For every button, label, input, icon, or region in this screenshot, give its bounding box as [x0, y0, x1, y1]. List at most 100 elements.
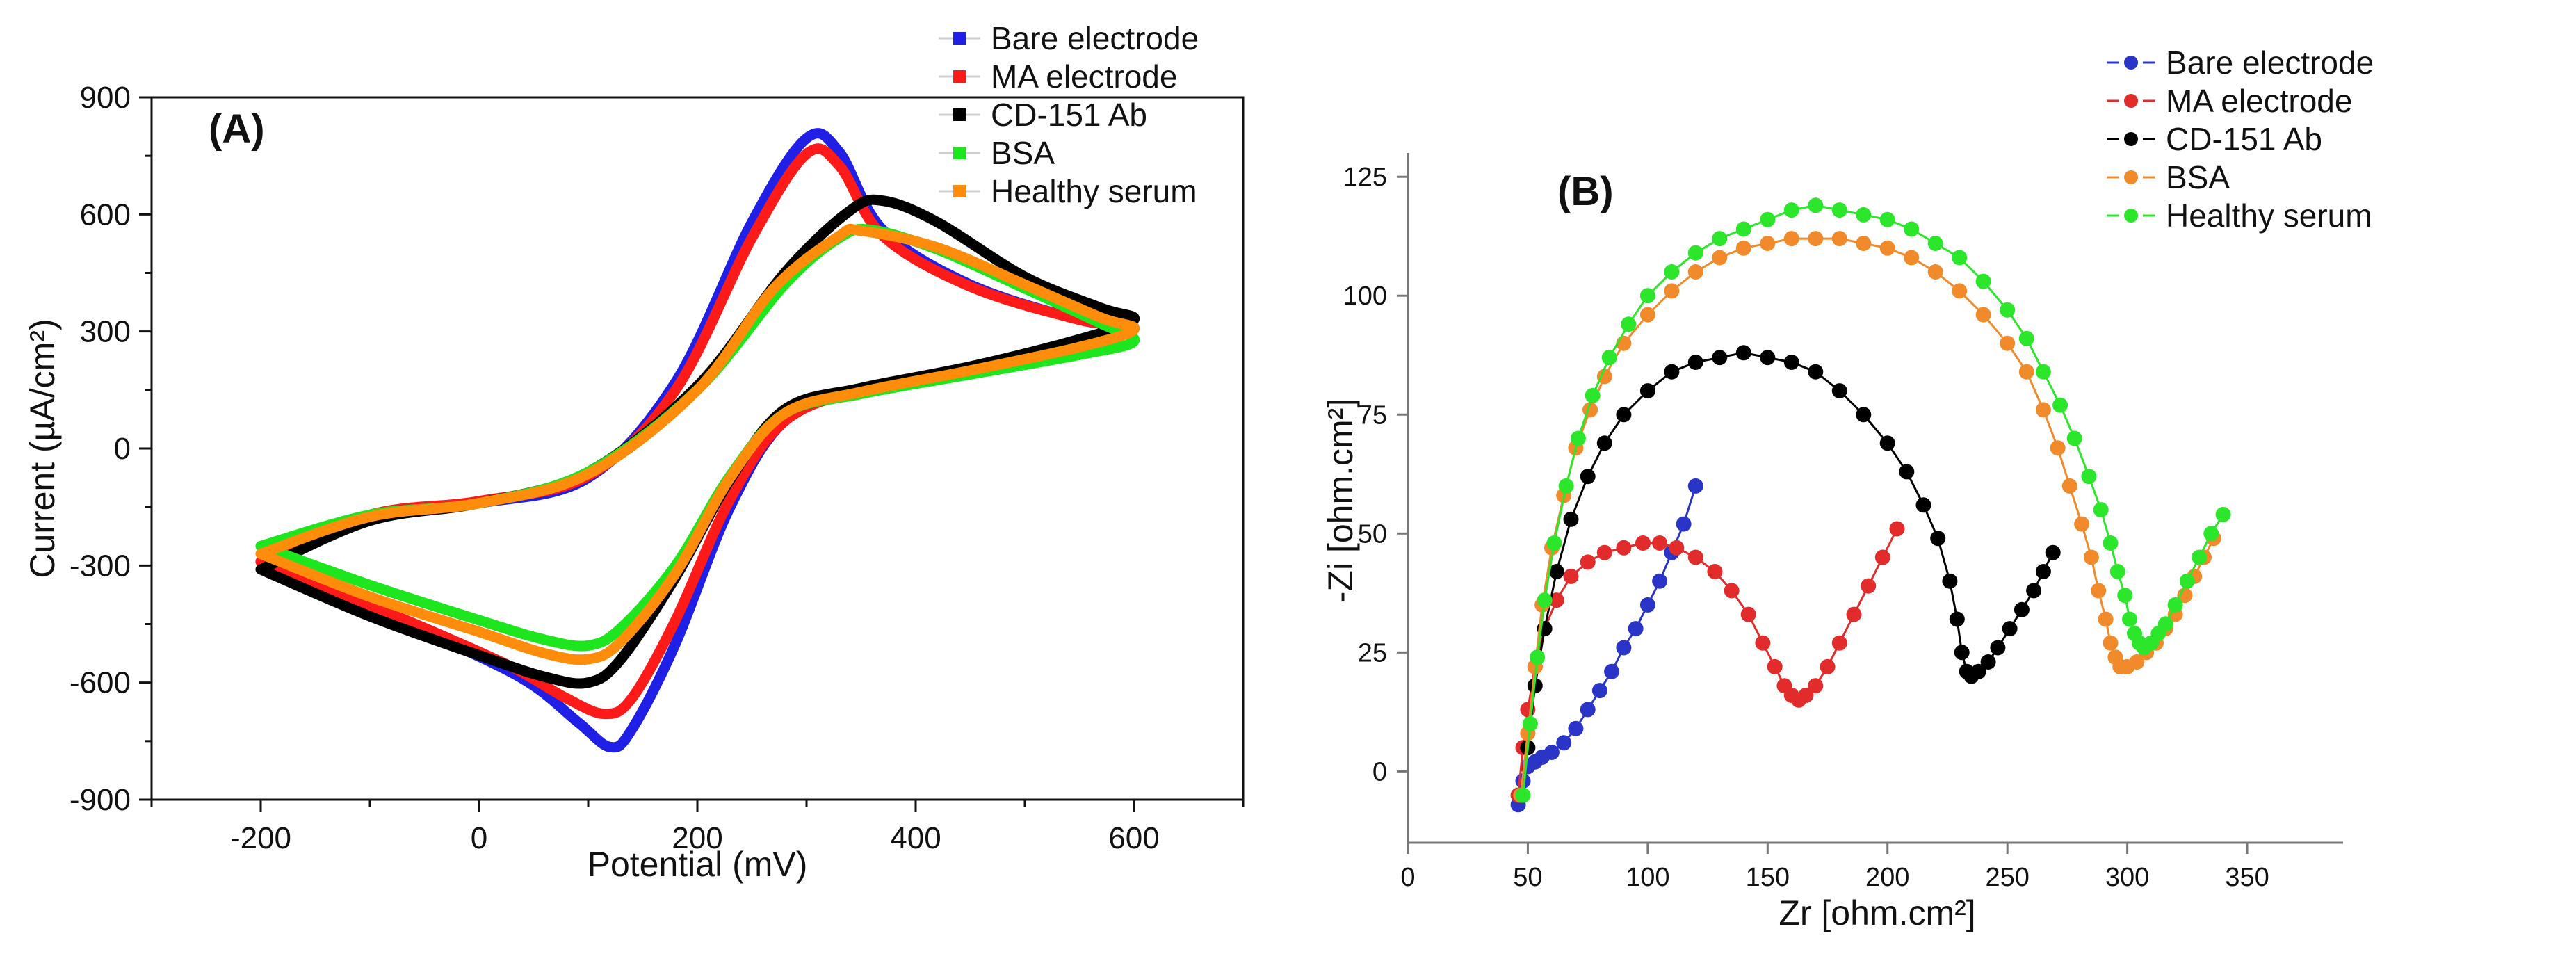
a-y-tick-label: -600 [70, 666, 131, 700]
b-point-bsa [1952, 283, 1968, 299]
b-y-tick-label: 75 [1358, 401, 1387, 430]
b-point-bsa [2035, 402, 2051, 418]
b-point-cd-151-ab [1990, 640, 2006, 656]
b-point-cd-151-ab [1831, 383, 1847, 399]
b-point-healthy-serum [2018, 330, 2034, 346]
b-legend-label-cd-151-ab: CD-151 Ab [2166, 121, 2322, 157]
b-point-bsa [2018, 364, 2034, 380]
cv-chart-panel-a: -200 0 200 400 600 -900 -600 -300 0 300 600 900 (A… [23, 20, 1245, 884]
b-point-healthy-serum [1664, 264, 1680, 280]
b-point-cd-151-ab [1949, 611, 1965, 627]
a-legend-label-bare-electrode: Bare electrode [991, 20, 1199, 56]
b-point-bsa [1927, 264, 1943, 280]
b-point-bsa [2074, 516, 2090, 532]
b-point-cd-151-ab [1712, 350, 1728, 366]
b-point-ma-electrode [1767, 658, 1783, 674]
b-point-bsa [2091, 583, 2107, 599]
b-point-ma-electrode [1616, 540, 1632, 556]
b-legend-label-healthy-serum: Healthy serum [2166, 197, 2372, 234]
b-point-cd-151-ab [1930, 531, 1946, 547]
b-point-healthy-serum [2215, 506, 2231, 522]
b-x-tick-label: 200 [1865, 863, 1909, 892]
b-point-ma-electrode [1874, 549, 1890, 565]
b-point-bsa [1975, 307, 1991, 323]
a-y-tick-label: -900 [70, 783, 131, 817]
b-point-bare-electrode [1556, 735, 1572, 751]
b-point-cd-151-ab [1980, 654, 1996, 670]
a-legend-marker-healthy-serum [953, 185, 966, 197]
panel-label-a: (A) [209, 106, 265, 152]
b-point-healthy-serum [1530, 649, 1546, 665]
b-point-cd-151-ab [1616, 407, 1632, 423]
b-point-ma-electrode [1808, 678, 1824, 694]
a-series-line-healthy-serum [255, 223, 1140, 665]
b-point-bare-electrode [1580, 702, 1596, 718]
b-point-cd-151-ab [1639, 383, 1655, 399]
b-point-healthy-serum [1570, 430, 1586, 446]
b-point-healthy-serum [1831, 202, 1847, 218]
b-point-healthy-serum [1927, 236, 1943, 251]
b-point-healthy-serum [1537, 592, 1553, 608]
a-legend-label-cd-151-ab: CD-151 Ab [991, 97, 1147, 133]
b-point-cd-151-ab [1548, 564, 1564, 579]
a-x-tick-label: -200 [230, 821, 291, 855]
b-point-cd-151-ab [1808, 364, 1824, 380]
b-series-line-ma-electrode [1517, 528, 1898, 795]
b-point-healthy-serum [1975, 273, 1991, 289]
b-point-cd-151-ab [1664, 364, 1680, 380]
b-point-bsa [2000, 335, 2016, 351]
b-legend-label-bare-electrode: Bare electrode [2166, 45, 2374, 81]
b-point-bsa [1904, 250, 1920, 266]
y-axis-label-b: -Zi [ohm.cm²] [1321, 398, 1360, 603]
a-legend-label-healthy-serum: Healthy serum [991, 173, 1197, 209]
b-point-healthy-serum [2000, 302, 2016, 318]
b-series-ma-electrode [1510, 521, 1905, 803]
b-point-cd-151-ab [1783, 355, 1799, 370]
b-point-cd-151-ab [2014, 601, 2030, 617]
b-point-healthy-serum [1735, 221, 1751, 237]
b-point-bsa [1808, 231, 1824, 247]
b-legend-marker-ma-electrode [2124, 94, 2138, 108]
b-y-tick-label: 25 [1358, 638, 1387, 668]
b-point-ma-electrode [1831, 635, 1847, 651]
b-legend-marker-healthy-serum [2124, 209, 2138, 223]
b-point-healthy-serum [2157, 616, 2173, 632]
b-point-bsa [2129, 654, 2145, 670]
b-point-healthy-serum [1904, 221, 1920, 237]
a-series-group [255, 128, 1140, 753]
b-point-cd-151-ab [2045, 544, 2061, 560]
b-point-cd-151-ab [1856, 407, 1872, 423]
b-series-line-healthy-serum [1522, 204, 2224, 795]
b-point-healthy-serum [2109, 564, 2125, 579]
b-point-healthy-serum [1783, 202, 1799, 218]
b-x-tick-label: 50 [1513, 863, 1542, 892]
b-point-bare-electrode [1604, 663, 1620, 679]
b-point-cd-151-ab [1563, 511, 1579, 527]
b-point-cd-151-ab [2002, 621, 2018, 637]
b-point-cd-151-ab [2035, 564, 2051, 579]
b-point-ma-electrode [1889, 521, 1905, 537]
b-point-healthy-serum [1515, 787, 1531, 803]
a-y-tick-label: 0 [114, 432, 131, 466]
b-point-healthy-serum [2093, 502, 2109, 518]
b-point-cd-151-ab [1954, 645, 1970, 661]
b-point-healthy-serum [2179, 573, 2195, 589]
panel-label-b: (B) [1557, 169, 1614, 214]
b-y-tick-label: 50 [1358, 519, 1387, 549]
b-point-healthy-serum [1760, 211, 1776, 227]
b-point-cd-151-ab [1687, 355, 1703, 370]
b-series-group [1510, 197, 2231, 813]
b-point-bare-electrode [1616, 640, 1632, 656]
b-point-bare-electrode [1652, 573, 1668, 589]
b-point-ma-electrode [1596, 544, 1612, 560]
a-legend-marker-bsa [953, 147, 966, 159]
b-y-tick-label: 0 [1372, 757, 1387, 786]
b-axis-ticks [1397, 175, 2249, 854]
b-point-cd-151-ab [1580, 469, 1596, 485]
b-x-tick-label: 350 [2225, 863, 2269, 892]
a-legend-marker-cd-151-ab [953, 108, 966, 121]
a-legend-marker-ma-electrode [953, 70, 966, 83]
b-x-tick-label: 100 [1626, 863, 1669, 892]
